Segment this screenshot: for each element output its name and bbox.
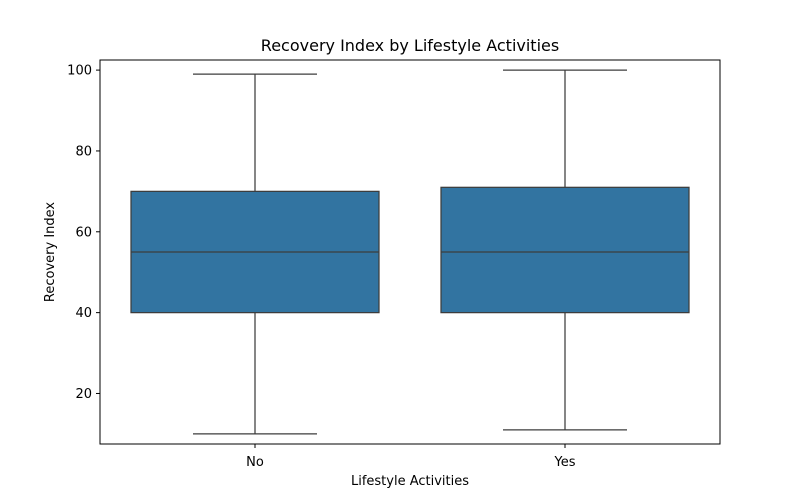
y-tick-label: 60 (75, 225, 92, 240)
y-axis: 20 40 60 80 100 (67, 64, 100, 402)
box-group-no (130, 73, 380, 435)
x-axis-label: Lifestyle Activities (351, 474, 469, 489)
y-tick-label: 20 (75, 387, 92, 402)
chart-title: Recovery Index by Lifestyle Activities (261, 36, 559, 55)
x-tick-label: Yes (554, 455, 576, 470)
plot-frame (99, 59, 721, 445)
iqr-box (440, 186, 690, 314)
plot-area (130, 69, 690, 435)
y-tick-label: 80 (75, 144, 92, 159)
y-tick-label: 40 (75, 306, 92, 321)
x-tick-label: No (246, 455, 264, 470)
x-axis: No Yes (246, 444, 576, 470)
box-group-yes (440, 69, 690, 431)
y-axis-label: Recovery Index (43, 202, 58, 303)
y-tick-label: 100 (67, 64, 92, 79)
